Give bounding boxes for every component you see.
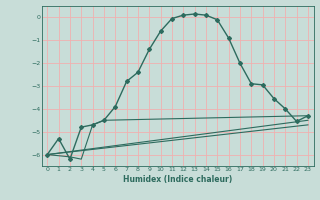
X-axis label: Humidex (Indice chaleur): Humidex (Indice chaleur) <box>123 175 232 184</box>
